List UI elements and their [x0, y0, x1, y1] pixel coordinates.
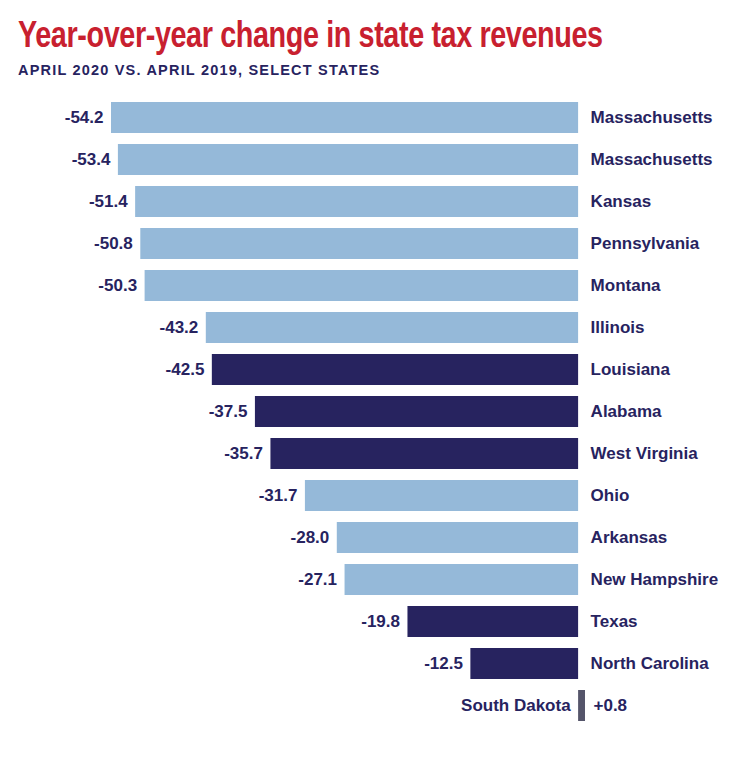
svg-text:West Virginia: West Virginia [591, 444, 699, 463]
svg-text:-53.4: -53.4 [72, 150, 111, 169]
svg-text:-50.3: -50.3 [98, 276, 137, 295]
svg-text:-27.1: -27.1 [298, 570, 337, 589]
svg-text:Kansas: Kansas [591, 192, 651, 211]
svg-text:Ohio: Ohio [591, 486, 630, 505]
svg-text:-12.5: -12.5 [424, 654, 463, 673]
svg-text:-37.5: -37.5 [209, 402, 248, 421]
svg-text:+0.8: +0.8 [594, 696, 628, 715]
svg-text:Massachusetts: Massachusetts [591, 108, 713, 127]
svg-text:-50.8: -50.8 [94, 234, 133, 253]
svg-text:-35.7: -35.7 [224, 444, 263, 463]
svg-text:-19.8: -19.8 [361, 612, 400, 631]
svg-text:South Dakota: South Dakota [461, 696, 571, 715]
svg-text:New Hampshire: New Hampshire [591, 570, 719, 589]
svg-text:-31.7: -31.7 [259, 486, 298, 505]
svg-text:Alabama: Alabama [591, 402, 662, 421]
svg-text:Louisiana: Louisiana [591, 360, 671, 379]
svg-text:Arkansas: Arkansas [591, 528, 668, 547]
svg-text:Texas: Texas [591, 612, 638, 631]
svg-text:Massachusetts: Massachusetts [591, 150, 713, 169]
svg-text:-42.5: -42.5 [166, 360, 205, 379]
svg-text:Montana: Montana [591, 276, 661, 295]
svg-text:Illinois: Illinois [591, 318, 645, 337]
svg-text:Pennsylvania: Pennsylvania [591, 234, 700, 253]
svg-text:-51.4: -51.4 [89, 192, 128, 211]
html-text:Year-over-year change in state: Year-over-year change in state tax reven… [18, 14, 603, 55]
svg-text:-28.0: -28.0 [291, 528, 330, 547]
svg-text:-43.2: -43.2 [160, 318, 199, 337]
html-text:APRIL 2020 VS. APRIL 2019, SEL: APRIL 2020 VS. APRIL 2019, SELECT STATES [18, 62, 381, 78]
svg-text:North Carolina: North Carolina [591, 654, 710, 673]
svg-text:-54.2: -54.2 [65, 108, 104, 127]
